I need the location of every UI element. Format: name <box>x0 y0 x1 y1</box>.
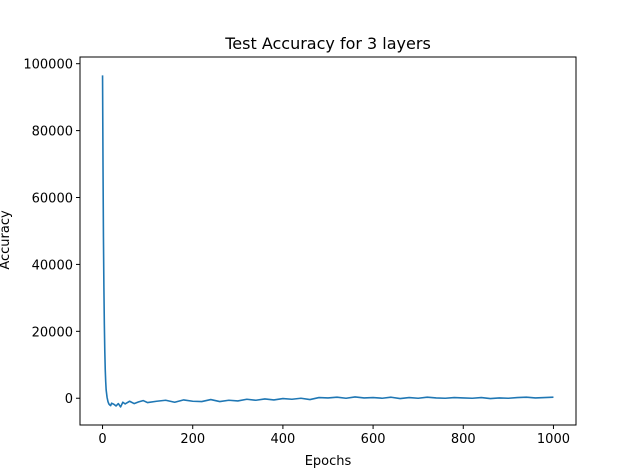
x-tick-label: 600 <box>361 432 386 447</box>
y-axis-label: Accuracy <box>0 210 13 270</box>
plot-area <box>101 75 554 408</box>
y-tick-label: 60000 <box>32 192 73 207</box>
x-axis-label: Epochs <box>305 454 352 469</box>
y-axis: 0 20000 40000 60000 80000 100000 <box>23 58 80 407</box>
x-axis: 0 200 400 600 800 1000 <box>98 425 570 447</box>
y-tick-label: 0 <box>65 392 73 407</box>
x-tick-label: 800 <box>451 432 476 447</box>
x-tick-label: 400 <box>270 432 295 447</box>
y-tick-label: 20000 <box>32 325 73 340</box>
plot-frame <box>79 56 577 426</box>
y-tick-label: 80000 <box>32 125 73 140</box>
x-tick-label: 0 <box>98 432 106 447</box>
x-tick-label: 200 <box>180 432 205 447</box>
y-tick-label: 40000 <box>32 258 73 273</box>
y-tick-label: 100000 <box>23 58 73 73</box>
x-tick-label: 1000 <box>537 432 570 447</box>
chart-title: Test Accuracy for 3 layers <box>224 34 431 53</box>
series-line <box>101 75 554 408</box>
